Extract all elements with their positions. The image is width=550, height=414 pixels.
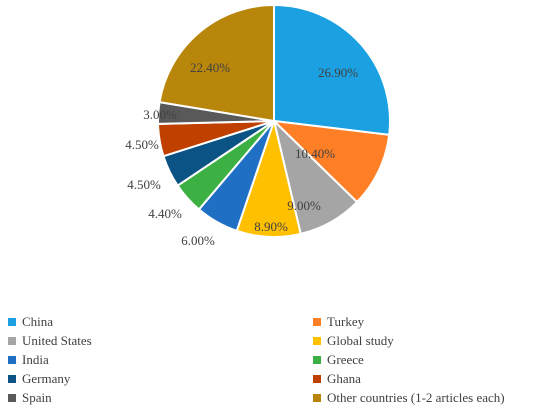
legend-swatch <box>8 375 16 383</box>
legend-label: Other countries (1-2 articles each) <box>327 390 505 405</box>
pie-slice-turkey <box>271 119 391 204</box>
legend-swatch <box>8 356 16 364</box>
legend-swatch <box>313 337 321 345</box>
legend-label: Greece <box>327 352 364 367</box>
pie-slice-other-countries-1-2-articles-each- <box>158 3 275 123</box>
pie-slice-china <box>273 3 391 136</box>
legend-item-ghana: Ghana <box>313 371 361 387</box>
legend-label: Germany <box>22 371 71 386</box>
legend-item-global-study: Global study <box>313 333 394 349</box>
legend-swatch <box>313 356 321 364</box>
legend-item-greece: Greece <box>313 352 364 368</box>
legend-swatch <box>8 394 16 402</box>
legend-label: Spain <box>22 390 52 405</box>
data-label-other-countries-1-2-articles-each-: 22.40% <box>190 60 230 75</box>
legend-item-united-states: United States <box>8 333 92 349</box>
legend-item-spain: Spain <box>8 390 52 406</box>
legend-label: Turkey <box>327 314 365 329</box>
legend-label: United States <box>22 333 92 348</box>
data-label-united-states: 9.00% <box>287 198 321 213</box>
legend-label: Global study <box>327 333 394 348</box>
legend-item-other-countries-1-2-articles-each-: Other countries (1-2 articles each) <box>313 390 505 406</box>
data-label-greece: 4.40% <box>148 206 182 221</box>
legend-item-india: India <box>8 352 49 368</box>
data-label-spain: 3.00% <box>143 107 177 122</box>
legend-swatch <box>8 318 16 326</box>
legend-swatch <box>313 375 321 383</box>
data-label-turkey: 10.40% <box>295 146 335 161</box>
data-label-china: 26.90% <box>318 65 358 80</box>
legend-swatch <box>313 394 321 402</box>
legend-item-turkey: Turkey <box>313 314 364 330</box>
legend-label: India <box>22 352 49 367</box>
data-label-india: 6.00% <box>181 233 215 248</box>
legend-swatch <box>8 337 16 345</box>
data-label-global-study: 8.90% <box>254 219 288 234</box>
legend-item-china: China <box>8 314 53 330</box>
legend-label: China <box>22 314 54 329</box>
legend-label: Ghana <box>327 371 361 386</box>
legend-swatch <box>313 318 321 326</box>
legend-item-germany: Germany <box>8 371 70 387</box>
data-label-ghana: 4.50% <box>125 137 159 152</box>
data-label-germany: 4.50% <box>127 177 161 192</box>
